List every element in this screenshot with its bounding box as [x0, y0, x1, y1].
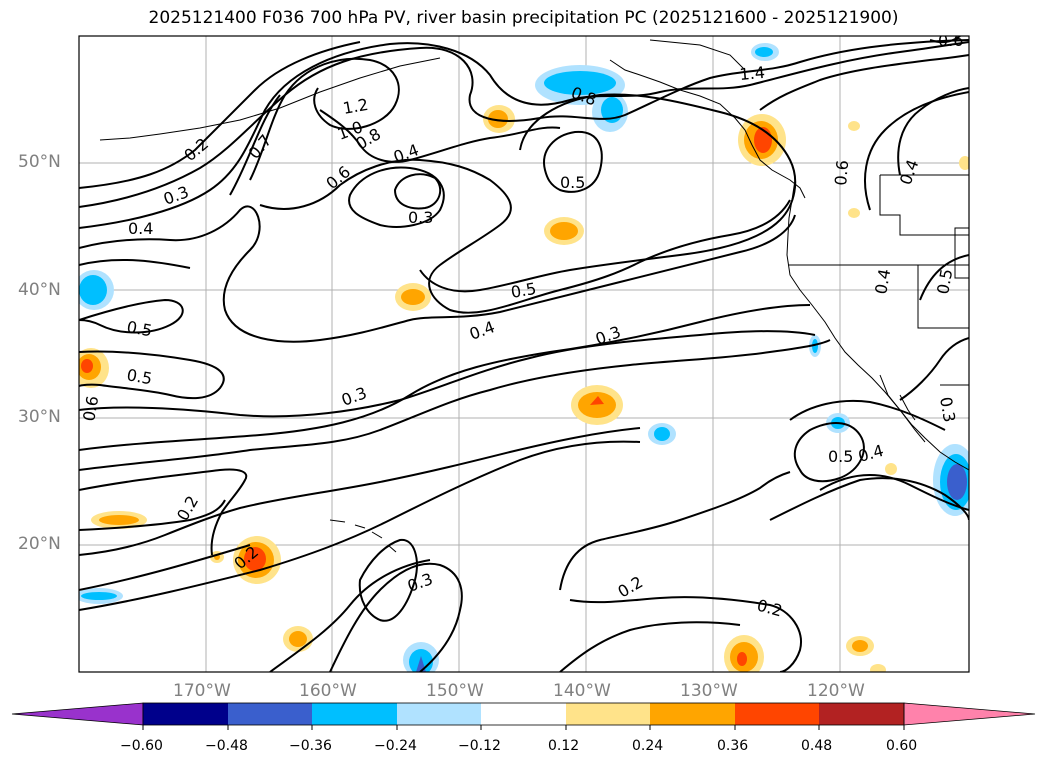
contour-label: 1.2	[341, 95, 369, 118]
colorbar-tick-label: 0.48	[801, 738, 833, 754]
contour-label: 0.6	[831, 159, 852, 186]
colorbar	[11, 702, 1036, 730]
colorbar-tick-label: 0.12	[548, 738, 580, 754]
contour-label: 0.5	[125, 317, 153, 340]
pv-contours	[79, 36, 969, 672]
colorbar-tick-label: 0.36	[717, 738, 749, 754]
colorbar-tick-label: −0.48	[205, 738, 248, 754]
colorbar-tick-label: −0.36	[289, 738, 332, 754]
lon-label-160w: 160°W	[299, 681, 357, 701]
colorbar-extend-low	[11, 702, 144, 726]
contour-label: 0.3	[936, 395, 959, 423]
gridlines	[79, 36, 969, 672]
lon-label-120w: 120°W	[807, 681, 865, 701]
colorbar-tick-label: −0.24	[374, 738, 417, 754]
lon-label-150w: 150°W	[426, 681, 484, 701]
lat-label-50n: 50°N	[18, 152, 61, 172]
contour-label: 0.5	[560, 173, 585, 192]
contour-label: 0.4	[871, 267, 894, 295]
map-background	[79, 36, 969, 672]
map-title: 2025121400 F036 700 hPa PV, river basin …	[148, 8, 899, 28]
lat-label-20n: 20°N	[18, 534, 61, 554]
colorbar-tick-label: 0.24	[632, 738, 664, 754]
map-frame	[78, 35, 970, 673]
contour-label: 0.5	[509, 279, 537, 302]
lon-label-130w: 130°W	[680, 681, 738, 701]
contour-label: 0.6	[79, 394, 102, 422]
colorbar-tick-label: 0.60	[886, 738, 918, 754]
colorbar-tick-label: −0.60	[120, 738, 163, 754]
contour-label: 0.3	[408, 208, 433, 227]
contour-label: 0.5	[125, 365, 153, 388]
contour-label: 1.4	[739, 63, 766, 84]
lat-label-30n: 30°N	[18, 407, 61, 427]
contour-label: 0.4	[128, 219, 153, 238]
contour-label: 0.5	[828, 447, 853, 466]
colorbar-extend-high	[903, 702, 1036, 726]
lon-label-140w: 140°W	[553, 681, 611, 701]
lat-label-40n: 40°N	[18, 280, 61, 300]
coastlines	[99, 39, 969, 553]
contour-label: 0.5	[933, 267, 956, 295]
contour-label: 0.6	[938, 31, 963, 50]
colorbar-tick-label: −0.12	[458, 738, 501, 754]
lon-label-170w: 170°W	[173, 681, 231, 701]
precip-shading	[79, 43, 969, 672]
